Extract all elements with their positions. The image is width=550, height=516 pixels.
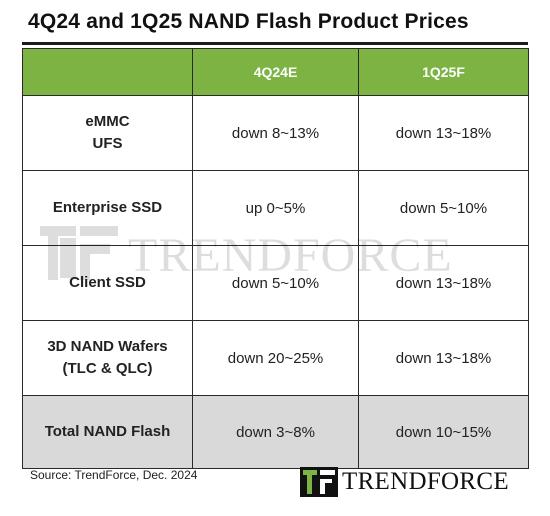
row-label-line: 3D NAND Wafers bbox=[47, 338, 168, 355]
table-header-row: 4Q24E 1Q25F bbox=[22, 48, 529, 96]
page-title: 4Q24 and 1Q25 NAND Flash Product Prices bbox=[28, 10, 469, 33]
row-label: Client SSD bbox=[22, 245, 193, 321]
cell-4q24e: down 5~10% bbox=[192, 245, 359, 321]
row-label: Enterprise SSD bbox=[22, 170, 193, 246]
brand-name: TRENDFORCE bbox=[342, 468, 509, 495]
cell-1q25f: down 5~10% bbox=[358, 170, 529, 246]
cell-1q25f: down 13~18% bbox=[358, 320, 529, 396]
source-note: Source: TrendForce, Dec. 2024 bbox=[30, 468, 198, 482]
row-label-line: eMMC bbox=[85, 113, 130, 130]
cell-4q24e: down 20~25% bbox=[192, 320, 359, 396]
trendforce-logo-icon bbox=[300, 467, 338, 497]
cell-1q25f: down 13~18% bbox=[358, 245, 529, 321]
table-row: Enterprise SSD up 0~5% down 5~10% bbox=[22, 170, 529, 246]
row-label: 3D NAND Wafers (TLC & QLC) bbox=[22, 320, 193, 396]
row-label-line: (TLC & QLC) bbox=[62, 360, 153, 377]
cell-1q25f: down 10~15% bbox=[358, 395, 529, 469]
price-table: 4Q24E 1Q25F eMMC UFS down 8~13% down 13~… bbox=[22, 48, 529, 469]
row-label-line: Enterprise SSD bbox=[52, 199, 163, 216]
row-label-line: Total NAND Flash bbox=[44, 423, 171, 440]
header-product bbox=[22, 48, 193, 96]
table-row: 3D NAND Wafers (TLC & QLC) down 20~25% d… bbox=[22, 320, 529, 396]
cell-1q25f: down 13~18% bbox=[358, 95, 529, 171]
table-row: eMMC UFS down 8~13% down 13~18% bbox=[22, 95, 529, 171]
row-label-line: Client SSD bbox=[69, 274, 146, 291]
cell-4q24e: down 3~8% bbox=[192, 395, 359, 469]
header-4q24e: 4Q24E bbox=[192, 48, 359, 96]
header-1q25f: 1Q25F bbox=[358, 48, 529, 96]
row-label: eMMC UFS bbox=[22, 95, 193, 171]
cell-4q24e: down 8~13% bbox=[192, 95, 359, 171]
cell-4q24e: up 0~5% bbox=[192, 170, 359, 246]
row-label-line: UFS bbox=[92, 135, 123, 152]
brand-logo: TRENDFORCE bbox=[300, 463, 525, 503]
table-row: Client SSD down 5~10% down 13~18% bbox=[22, 245, 529, 321]
table-row-total: Total NAND Flash down 3~8% down 10~15% bbox=[22, 395, 529, 469]
title-divider bbox=[22, 42, 528, 45]
row-label: Total NAND Flash bbox=[22, 395, 193, 469]
